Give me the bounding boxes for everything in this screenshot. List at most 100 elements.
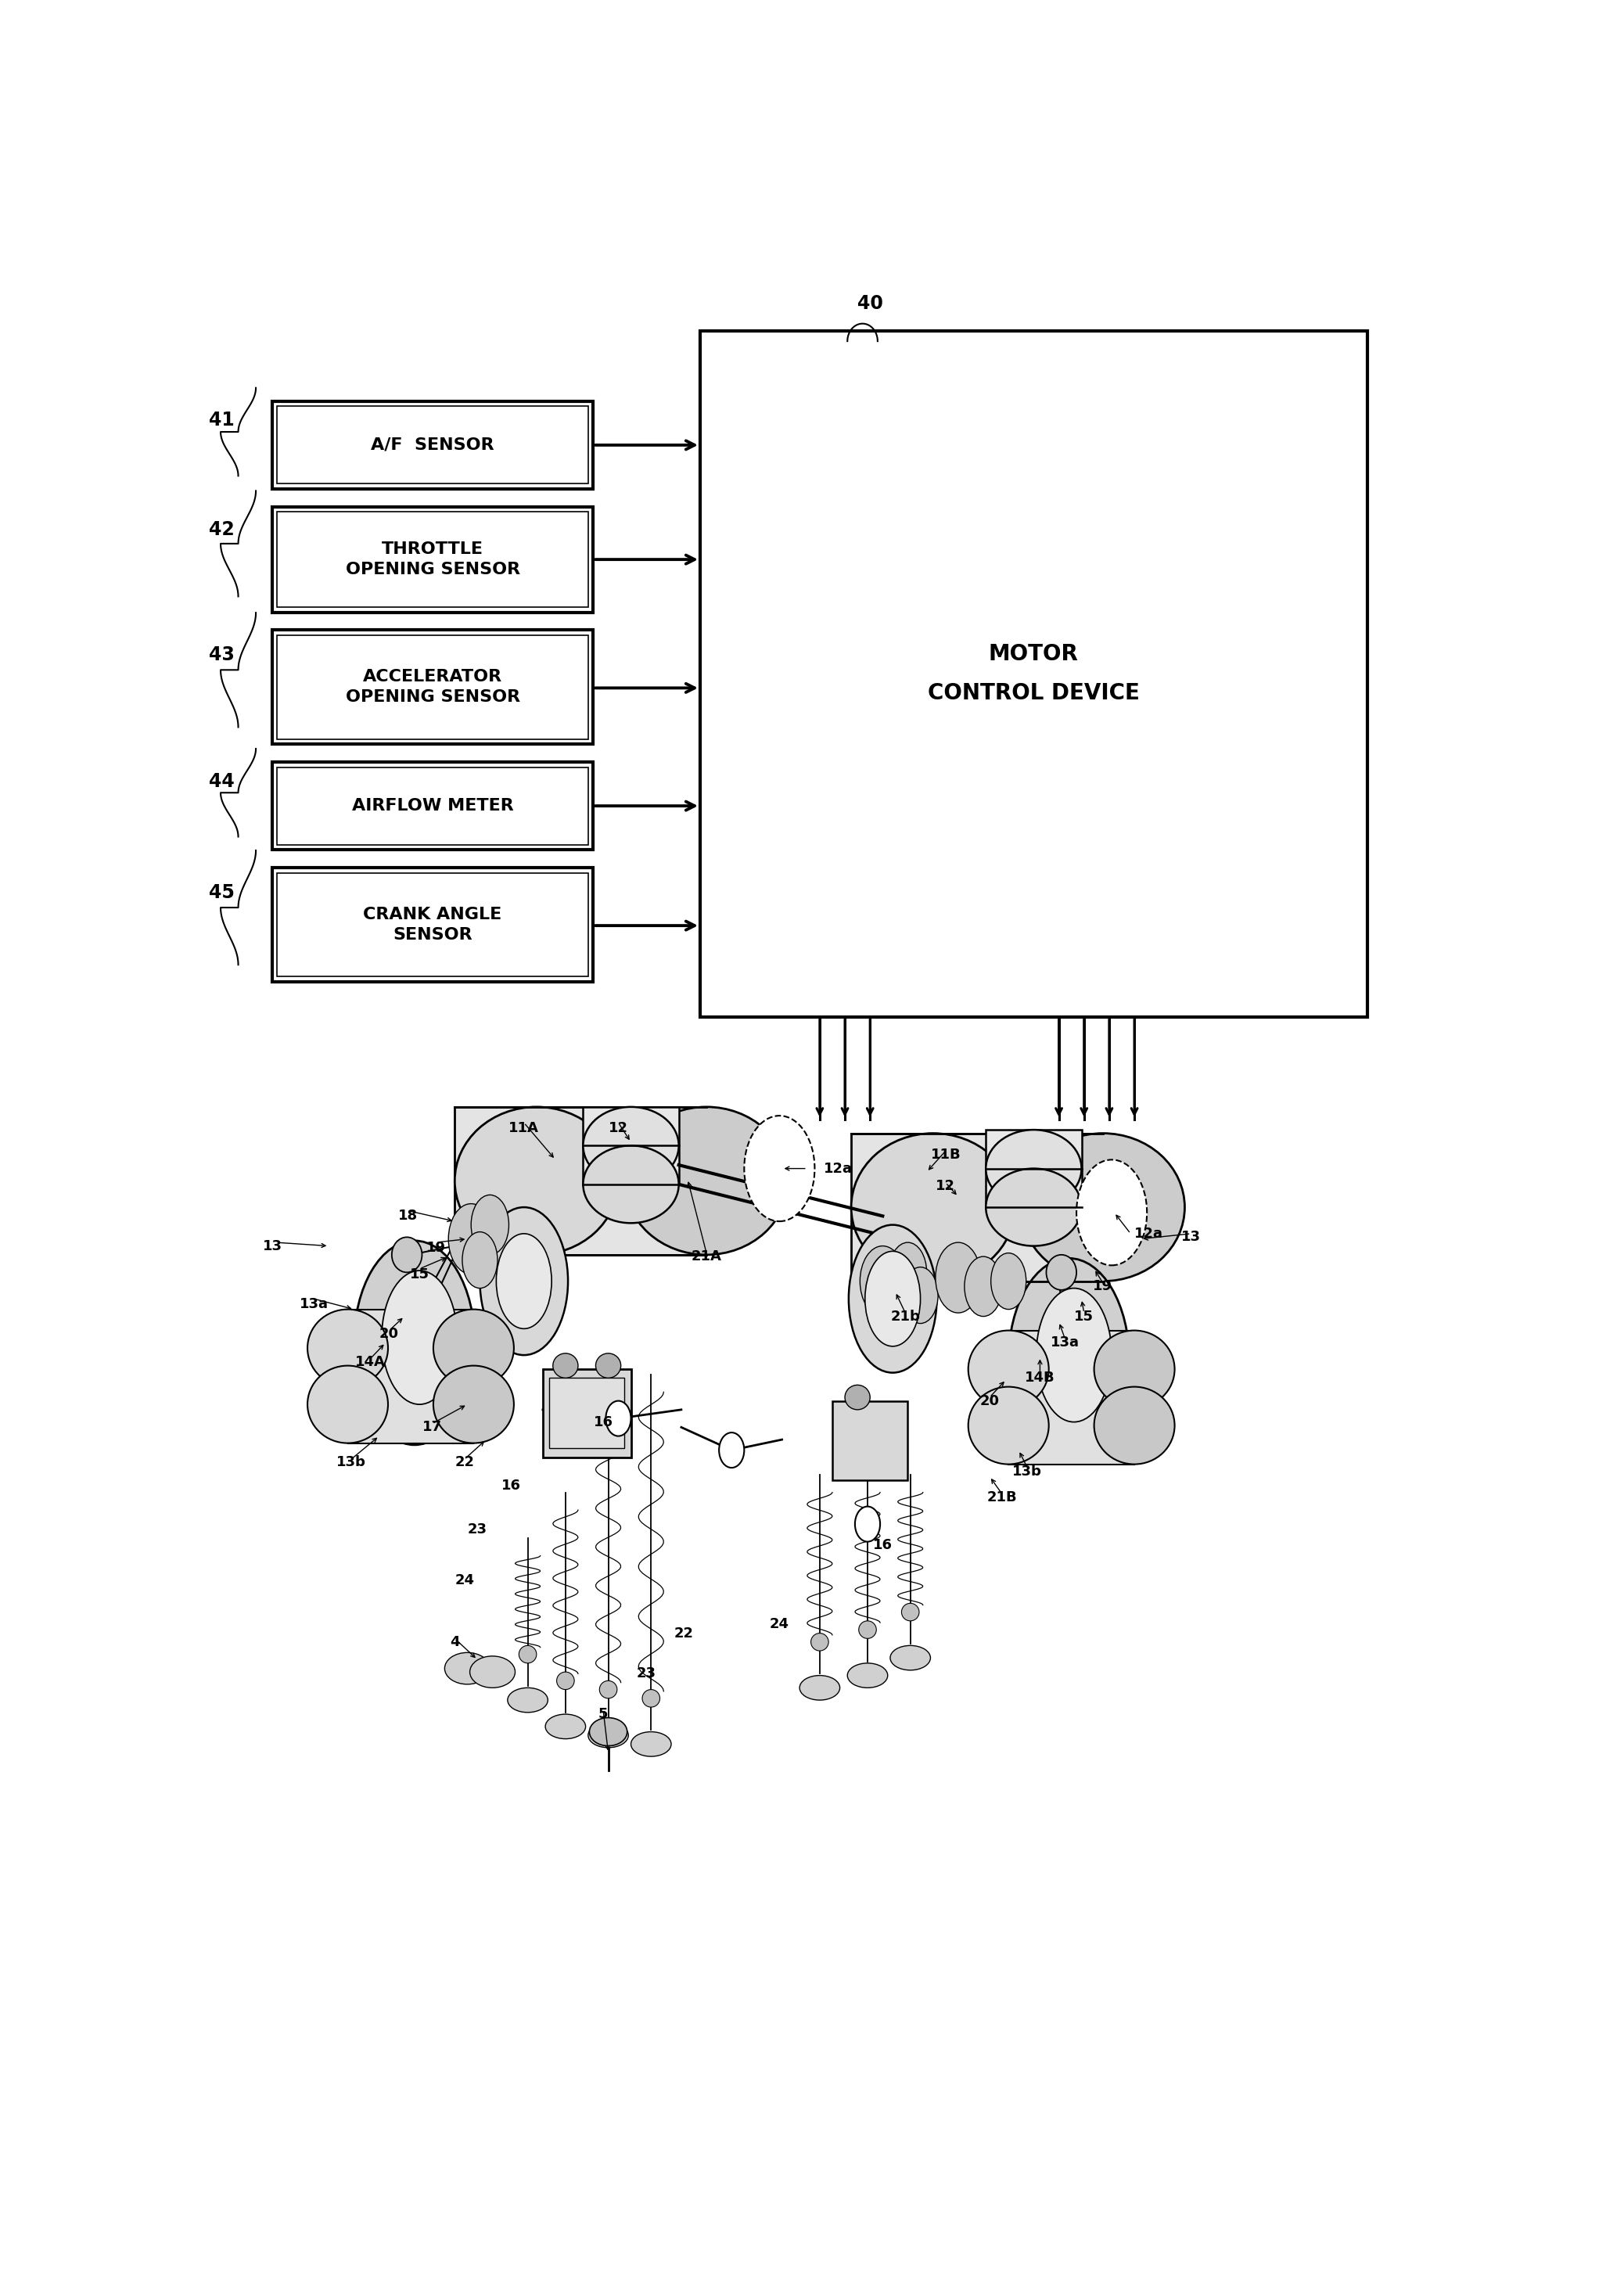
Text: 24: 24: [455, 1573, 474, 1586]
Text: CRANK ANGLE
SENSOR: CRANK ANGLE SENSOR: [364, 908, 502, 942]
Ellipse shape: [434, 1310, 513, 1388]
Text: A/F  SENSOR: A/F SENSOR: [370, 437, 494, 453]
Text: 23: 23: [637, 1666, 656, 1680]
Bar: [583, 1106, 679, 1184]
Text: 21B: 21B: [987, 1490, 1017, 1504]
Ellipse shape: [888, 1244, 927, 1303]
Text: 13: 13: [1181, 1230, 1200, 1244]
Bar: [348, 1310, 474, 1388]
Text: 43: 43: [209, 645, 234, 665]
Ellipse shape: [471, 1196, 508, 1255]
Bar: [833, 1401, 908, 1479]
Text: 19: 19: [425, 1241, 445, 1255]
Text: MOTOR
CONTROL DEVICE: MOTOR CONTROL DEVICE: [927, 642, 1140, 704]
Ellipse shape: [848, 1664, 888, 1687]
Ellipse shape: [354, 1241, 474, 1445]
Text: 24: 24: [770, 1618, 789, 1632]
Text: 16: 16: [593, 1415, 612, 1429]
Ellipse shape: [866, 1250, 921, 1346]
Text: 21A: 21A: [692, 1250, 721, 1264]
Text: THROTTLE
OPENING SENSOR: THROTTLE OPENING SENSOR: [346, 542, 520, 578]
Ellipse shape: [557, 1671, 575, 1689]
Ellipse shape: [508, 1687, 547, 1712]
Ellipse shape: [599, 1680, 617, 1698]
Text: ACCELERATOR
OPENING SENSOR: ACCELERATOR OPENING SENSOR: [346, 670, 520, 704]
Text: 20: 20: [380, 1326, 400, 1342]
Text: 13: 13: [263, 1239, 283, 1253]
Bar: [455, 1106, 706, 1255]
Ellipse shape: [583, 1145, 679, 1223]
Ellipse shape: [307, 1310, 388, 1388]
Text: 45: 45: [209, 882, 234, 903]
Ellipse shape: [799, 1676, 840, 1701]
Text: 12a: 12a: [1134, 1228, 1163, 1241]
Text: 23: 23: [468, 1522, 487, 1536]
Text: 41: 41: [209, 411, 234, 430]
Ellipse shape: [434, 1365, 513, 1442]
Ellipse shape: [546, 1714, 586, 1740]
Ellipse shape: [455, 1106, 619, 1255]
Ellipse shape: [854, 1506, 880, 1541]
Ellipse shape: [307, 1365, 388, 1442]
Text: 19: 19: [1093, 1280, 1112, 1294]
Ellipse shape: [849, 1225, 937, 1372]
Text: 40: 40: [857, 295, 883, 313]
Ellipse shape: [1009, 1257, 1129, 1463]
Ellipse shape: [497, 1234, 552, 1328]
Bar: [542, 1369, 630, 1456]
Ellipse shape: [859, 1621, 877, 1639]
Bar: [348, 1365, 474, 1442]
Ellipse shape: [903, 1266, 939, 1324]
Ellipse shape: [986, 1129, 1082, 1207]
Ellipse shape: [1036, 1289, 1112, 1422]
Bar: [273, 761, 593, 850]
Ellipse shape: [448, 1205, 494, 1273]
Text: 14A: 14A: [356, 1356, 385, 1369]
Ellipse shape: [810, 1632, 828, 1650]
Ellipse shape: [1046, 1255, 1077, 1289]
Ellipse shape: [463, 1232, 497, 1289]
Bar: [273, 400, 593, 489]
Ellipse shape: [588, 1724, 628, 1747]
Bar: [549, 1378, 625, 1449]
Text: 22: 22: [674, 1625, 693, 1641]
Text: 5: 5: [598, 1708, 607, 1721]
Ellipse shape: [719, 1433, 744, 1468]
Ellipse shape: [851, 1134, 1015, 1280]
Text: 20: 20: [979, 1394, 999, 1408]
Text: 13a: 13a: [299, 1296, 328, 1312]
Ellipse shape: [606, 1401, 630, 1436]
Ellipse shape: [583, 1106, 679, 1184]
Ellipse shape: [391, 1237, 422, 1273]
Ellipse shape: [630, 1733, 671, 1756]
Ellipse shape: [552, 1353, 578, 1378]
Text: 13a: 13a: [1051, 1335, 1080, 1349]
Bar: [273, 866, 593, 983]
Text: 14B: 14B: [1025, 1372, 1056, 1385]
Ellipse shape: [1095, 1330, 1174, 1408]
Ellipse shape: [1077, 1159, 1147, 1266]
Text: 21b: 21b: [890, 1310, 921, 1324]
Ellipse shape: [890, 1646, 931, 1671]
Ellipse shape: [991, 1253, 1026, 1310]
Bar: [278, 636, 588, 738]
Text: AIRFLOW METER: AIRFLOW METER: [352, 798, 513, 814]
Bar: [273, 507, 593, 613]
Text: 22: 22: [455, 1456, 474, 1470]
Text: 42: 42: [209, 521, 234, 539]
Text: 16: 16: [502, 1479, 521, 1493]
Ellipse shape: [968, 1330, 1049, 1408]
Text: 17: 17: [422, 1420, 442, 1433]
Text: 15: 15: [409, 1266, 429, 1280]
Text: 11B: 11B: [931, 1148, 961, 1161]
Text: 16: 16: [872, 1538, 893, 1552]
Text: 12a: 12a: [823, 1161, 853, 1175]
Ellipse shape: [861, 1246, 905, 1317]
Text: 11A: 11A: [508, 1120, 539, 1136]
Bar: [1009, 1388, 1135, 1465]
Bar: [851, 1134, 1103, 1280]
Text: 4: 4: [450, 1634, 460, 1648]
Text: 12: 12: [609, 1120, 628, 1136]
Text: 13b: 13b: [1013, 1465, 1043, 1479]
Text: 15: 15: [1073, 1310, 1095, 1324]
